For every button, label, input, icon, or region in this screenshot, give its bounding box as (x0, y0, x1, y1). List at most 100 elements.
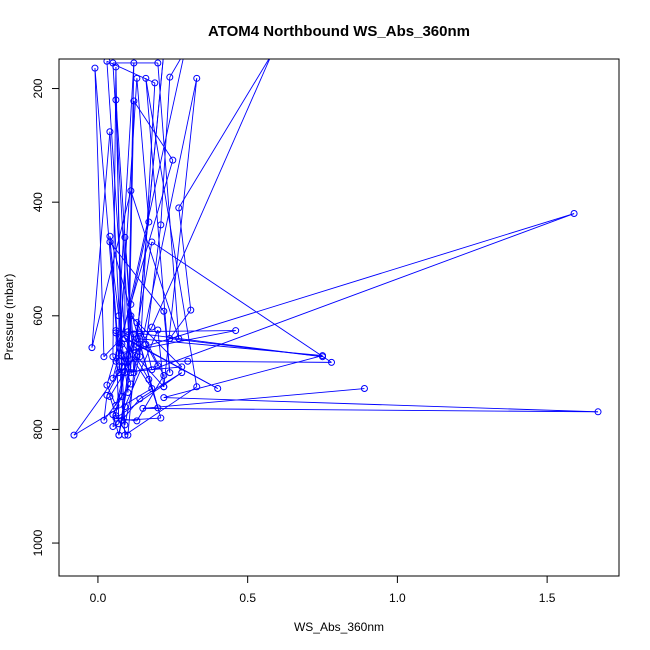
y-axis: 200 400 600 800 1000 (31, 78, 60, 556)
data-point (127, 300, 135, 308)
data-point (570, 210, 578, 218)
data-point (121, 357, 129, 365)
series-line-segment (118, 406, 126, 436)
data-point (115, 339, 123, 347)
x-tick-label: 0.5 (239, 591, 256, 605)
series-line-segment (136, 356, 165, 388)
y-axis-label: Pressure (mbar) (2, 274, 16, 361)
series-line-segment (139, 332, 159, 367)
data-point (148, 366, 156, 374)
data-point (193, 383, 201, 391)
x-tick-label: 0.0 (90, 591, 107, 605)
y-tick-label: 400 (31, 192, 45, 212)
series-line-segment (136, 78, 150, 223)
data-point (127, 380, 135, 388)
series-line-segment (106, 384, 117, 406)
data-point (109, 411, 117, 419)
series-line-segment (151, 59, 271, 328)
data-point (121, 335, 129, 343)
data-point (112, 96, 120, 104)
data-point (142, 74, 150, 82)
data-point (160, 307, 168, 315)
series-line-segment (145, 344, 153, 370)
data-point (133, 417, 141, 425)
series-line-segment (94, 68, 120, 362)
data-point (178, 363, 186, 371)
series-line-segment (157, 62, 180, 339)
series-line-segment (121, 398, 141, 421)
data-point (133, 319, 141, 327)
series-line-segment (169, 309, 192, 339)
data-point (127, 312, 135, 320)
data-point (130, 330, 138, 338)
data-point (145, 218, 153, 226)
data-point (112, 63, 120, 71)
data-point (121, 403, 129, 411)
data-point (112, 402, 120, 410)
data-point (319, 353, 327, 361)
data-point (148, 385, 156, 393)
series-layer (70, 59, 602, 439)
data-point (100, 353, 108, 361)
data-point (136, 340, 144, 348)
data-point (112, 329, 120, 337)
data-point (160, 394, 168, 402)
y-tick-label: 1000 (31, 529, 45, 556)
data-point (91, 64, 99, 72)
series-line-segment (106, 61, 126, 339)
series-line-segment (151, 241, 332, 363)
series-line-segment (178, 59, 270, 209)
data-point (115, 369, 123, 377)
series-line-segment (112, 66, 117, 357)
data-point (100, 416, 108, 424)
data-point (130, 346, 138, 354)
data-point (133, 74, 141, 82)
data-point (130, 59, 138, 67)
series-line-segment (91, 131, 111, 348)
data-point (118, 416, 126, 424)
data-point (160, 371, 168, 379)
series-line-segment (118, 366, 182, 374)
x-axis: 0.0 0.5 1.0 1.5 (90, 575, 556, 605)
data-point (70, 431, 78, 439)
series-line-segment (109, 236, 162, 419)
series-line-segment (103, 395, 108, 421)
data-point (187, 306, 195, 314)
data-point (154, 404, 162, 412)
data-point (127, 187, 135, 195)
data-point (115, 431, 123, 439)
series-line-segment (112, 62, 132, 373)
data-point (154, 362, 162, 370)
data-point (232, 327, 240, 335)
data-point (106, 392, 114, 400)
data-point (154, 59, 162, 67)
x-tick-label: 1.5 (539, 591, 556, 605)
chart-title: ATOM4 Northbound WS_Abs_360nm (208, 23, 470, 40)
series-line-segment (118, 241, 153, 436)
series-line-segment (142, 407, 599, 413)
data-point (103, 391, 111, 399)
data-point (136, 395, 144, 403)
data-point (118, 363, 126, 371)
data-point (103, 381, 111, 389)
series-line-segment (145, 78, 198, 387)
data-point (139, 404, 147, 412)
series-line-segment (163, 355, 323, 399)
series-line-segment (127, 330, 236, 333)
y-tick-label: 200 (31, 78, 45, 98)
data-point (175, 335, 183, 343)
data-point (103, 59, 111, 65)
data-point (154, 326, 162, 334)
series-line-segment (163, 397, 599, 413)
series-line-segment (145, 224, 162, 345)
series-line-segment (124, 78, 198, 425)
data-point (160, 383, 168, 391)
data-point (184, 357, 192, 365)
series-line-segment (118, 62, 135, 316)
data-point (328, 358, 336, 366)
data-point (169, 156, 177, 164)
data-point (166, 335, 174, 343)
data-point (124, 388, 132, 396)
data-point (109, 423, 117, 431)
